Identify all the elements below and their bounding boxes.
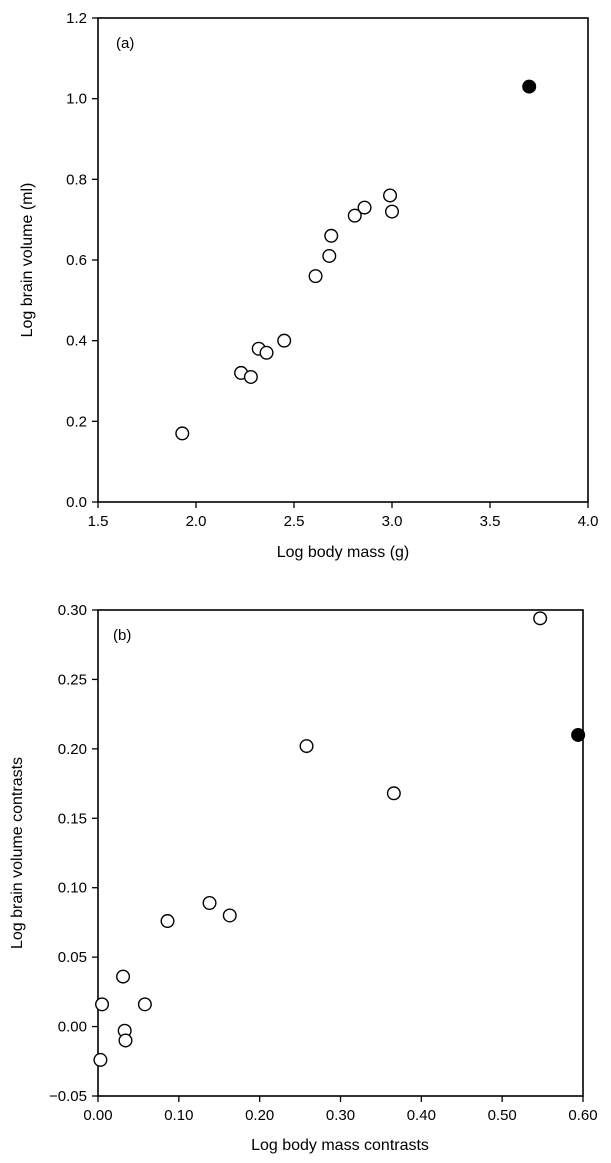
plot-frame-b [97, 609, 584, 1097]
open-data-point-b [299, 739, 314, 754]
x-tick-label-b: 0.20 [245, 1107, 274, 1124]
data-points-b [93, 611, 586, 1067]
open-data-point-a [175, 426, 190, 441]
y-tick-label-b: 0.25 [58, 671, 87, 688]
axis-ticks-a: 1.5 2.0 2.5 3.0 3.5 4.0 0.0 0.2 0.4 0.6 0.8 1.0 1.2 [66, 10, 598, 530]
open-data-point-a [385, 204, 400, 219]
y-tick-label-b: 0.30 [58, 602, 87, 619]
x-tick-label-b: 0.40 [407, 1107, 436, 1124]
x-tick-label-a: 2.5 [284, 513, 305, 530]
open-data-point-a [308, 269, 323, 284]
filled-data-point-b [571, 727, 586, 742]
y-axis-title-b: Log brain volume contrasts [9, 757, 26, 949]
y-tick-label-a: 0.4 [66, 333, 87, 350]
y-tick-label-a: 0.0 [66, 494, 87, 511]
open-data-point-b [93, 1052, 108, 1067]
x-tick-label-b: 0.10 [164, 1107, 193, 1124]
y-tick-label-b: 0.15 [58, 810, 87, 827]
open-data-point-a [383, 188, 398, 203]
x-axis-title-b: Log body mass contrasts [251, 1137, 429, 1154]
chart-panel-b: (b) Log body mass contrasts Log brain vo… [9, 602, 598, 1154]
open-data-point-a [259, 345, 274, 360]
open-data-point-b [137, 997, 152, 1012]
x-tick-label-a: 4.0 [578, 513, 599, 530]
open-data-point-b [95, 997, 110, 1012]
plot-frame-a [97, 17, 589, 503]
open-data-point-a [277, 333, 292, 348]
chart-panel-a: (a) Log body mass (g) Log brain volume (… [19, 10, 598, 561]
x-tick-label-a: 3.0 [382, 513, 403, 530]
y-tick-label-a: 0.2 [66, 413, 87, 430]
y-tick-label-a: 0.6 [66, 252, 87, 269]
x-tick-label-b: 0.30 [326, 1107, 355, 1124]
data-points-a [175, 79, 537, 441]
open-data-point-a [322, 248, 337, 263]
open-data-point-b [222, 908, 237, 923]
x-axis-title-a: Log body mass (g) [277, 544, 410, 561]
y-tick-label-b: 0.05 [58, 949, 87, 966]
open-data-point-a [324, 228, 339, 243]
y-tick-label-a: 1.2 [66, 10, 87, 27]
y-tick-label-b: −0.05 [49, 1088, 87, 1105]
panel-label-a: (a) [116, 35, 134, 52]
y-tick-label-a: 1.0 [66, 91, 87, 108]
open-data-point-b [202, 895, 217, 910]
open-data-point-a [347, 208, 362, 223]
y-tick-label-b: 0.20 [58, 741, 87, 758]
open-data-point-b [118, 1033, 133, 1048]
open-data-point-b [160, 914, 175, 929]
y-tick-label-a: 0.8 [66, 171, 87, 188]
filled-data-point-a [522, 79, 537, 94]
x-tick-label-b: 0.00 [83, 1107, 112, 1124]
open-data-point-b [116, 969, 131, 984]
x-tick-label-a: 1.5 [88, 513, 109, 530]
x-tick-label-b: 0.50 [488, 1107, 517, 1124]
open-data-point-b [533, 611, 548, 626]
open-data-point-a [357, 200, 372, 215]
x-tick-label-b: 0.60 [568, 1107, 597, 1124]
axis-ticks-b: 0.00 0.10 0.20 0.30 0.40 0.50 0.60 −0.05 0.00 0.0… [49, 602, 598, 1124]
y-tick-label-b: 0.00 [58, 1019, 87, 1036]
x-tick-label-a: 3.5 [480, 513, 501, 530]
y-axis-title-a: Log brain volume (ml) [19, 183, 36, 338]
y-tick-label-b: 0.10 [58, 880, 87, 897]
open-data-point-a [243, 369, 258, 384]
x-tick-label-a: 2.0 [186, 513, 207, 530]
panel-label-b: (b) [113, 627, 131, 644]
open-data-point-b [386, 786, 401, 801]
